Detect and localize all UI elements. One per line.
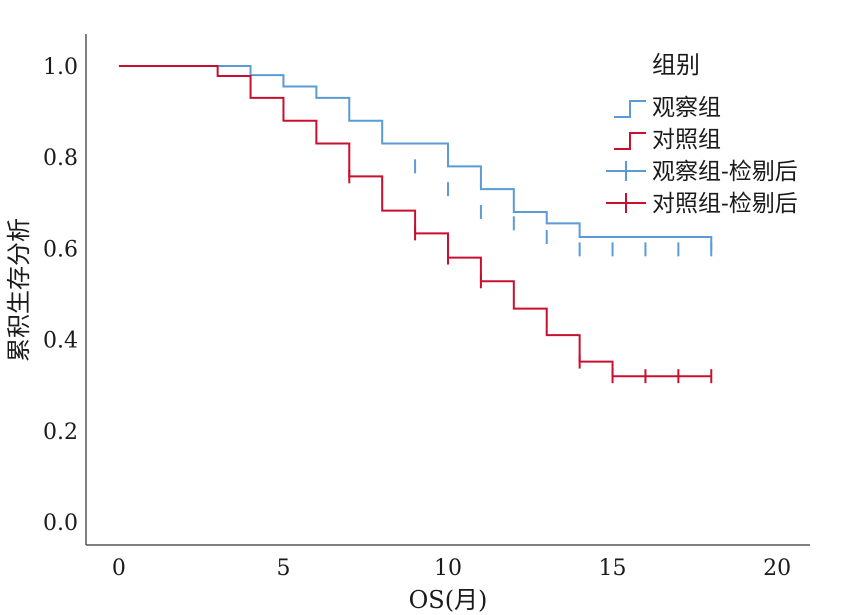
y-axis-label: 累积生存分析 <box>5 218 33 362</box>
x-tick-label-0: 0 <box>112 556 126 581</box>
x-tick-label-5: 5 <box>276 556 290 581</box>
x-tick-label-10: 10 <box>434 556 462 581</box>
y-tick-label-0.8: 0.8 <box>43 146 78 171</box>
legend-swatch-对照组 <box>614 132 646 150</box>
legend-swatch-观察组 <box>614 100 646 118</box>
legend-swatch-观察组-检剔后 <box>606 161 646 181</box>
legend-title: 组别 <box>652 51 700 79</box>
y-tick-labels: 0.0 0.2 0.4 0.6 0.8 1.0 <box>43 55 78 536</box>
x-tick-labels: 0 5 10 15 20 <box>112 556 791 581</box>
series-line-对照组 <box>118 64 712 378</box>
y-tick-label-1.0: 1.0 <box>43 55 78 80</box>
y-tick-label-0.4: 0.4 <box>43 329 78 354</box>
x-tick-label-20: 20 <box>763 556 791 581</box>
x-axis-label: OS(月) <box>409 586 488 614</box>
y-tick-label-0.2: 0.2 <box>43 420 78 445</box>
legend-swatch-对照组-检剔后 <box>606 193 646 213</box>
legend-label-对照组-检剔后: 对照组-检剔后 <box>652 191 798 217</box>
legend: 组别 观察组 对照组 观察组-检剔后 对照组-检剔后 <box>606 51 798 217</box>
y-tick-label-0.6: 0.6 <box>43 237 78 262</box>
y-tick-label-0.0: 0.0 <box>43 511 78 536</box>
legend-label-观察组: 观察组 <box>652 95 721 121</box>
x-tick-label-15: 15 <box>599 556 627 581</box>
series-group <box>118 64 713 384</box>
legend-label-观察组-检剔后: 观察组-检剔后 <box>652 159 798 185</box>
legend-label-对照组: 对照组 <box>652 127 721 153</box>
axes <box>85 34 810 546</box>
series-line-观察组 <box>118 64 713 250</box>
